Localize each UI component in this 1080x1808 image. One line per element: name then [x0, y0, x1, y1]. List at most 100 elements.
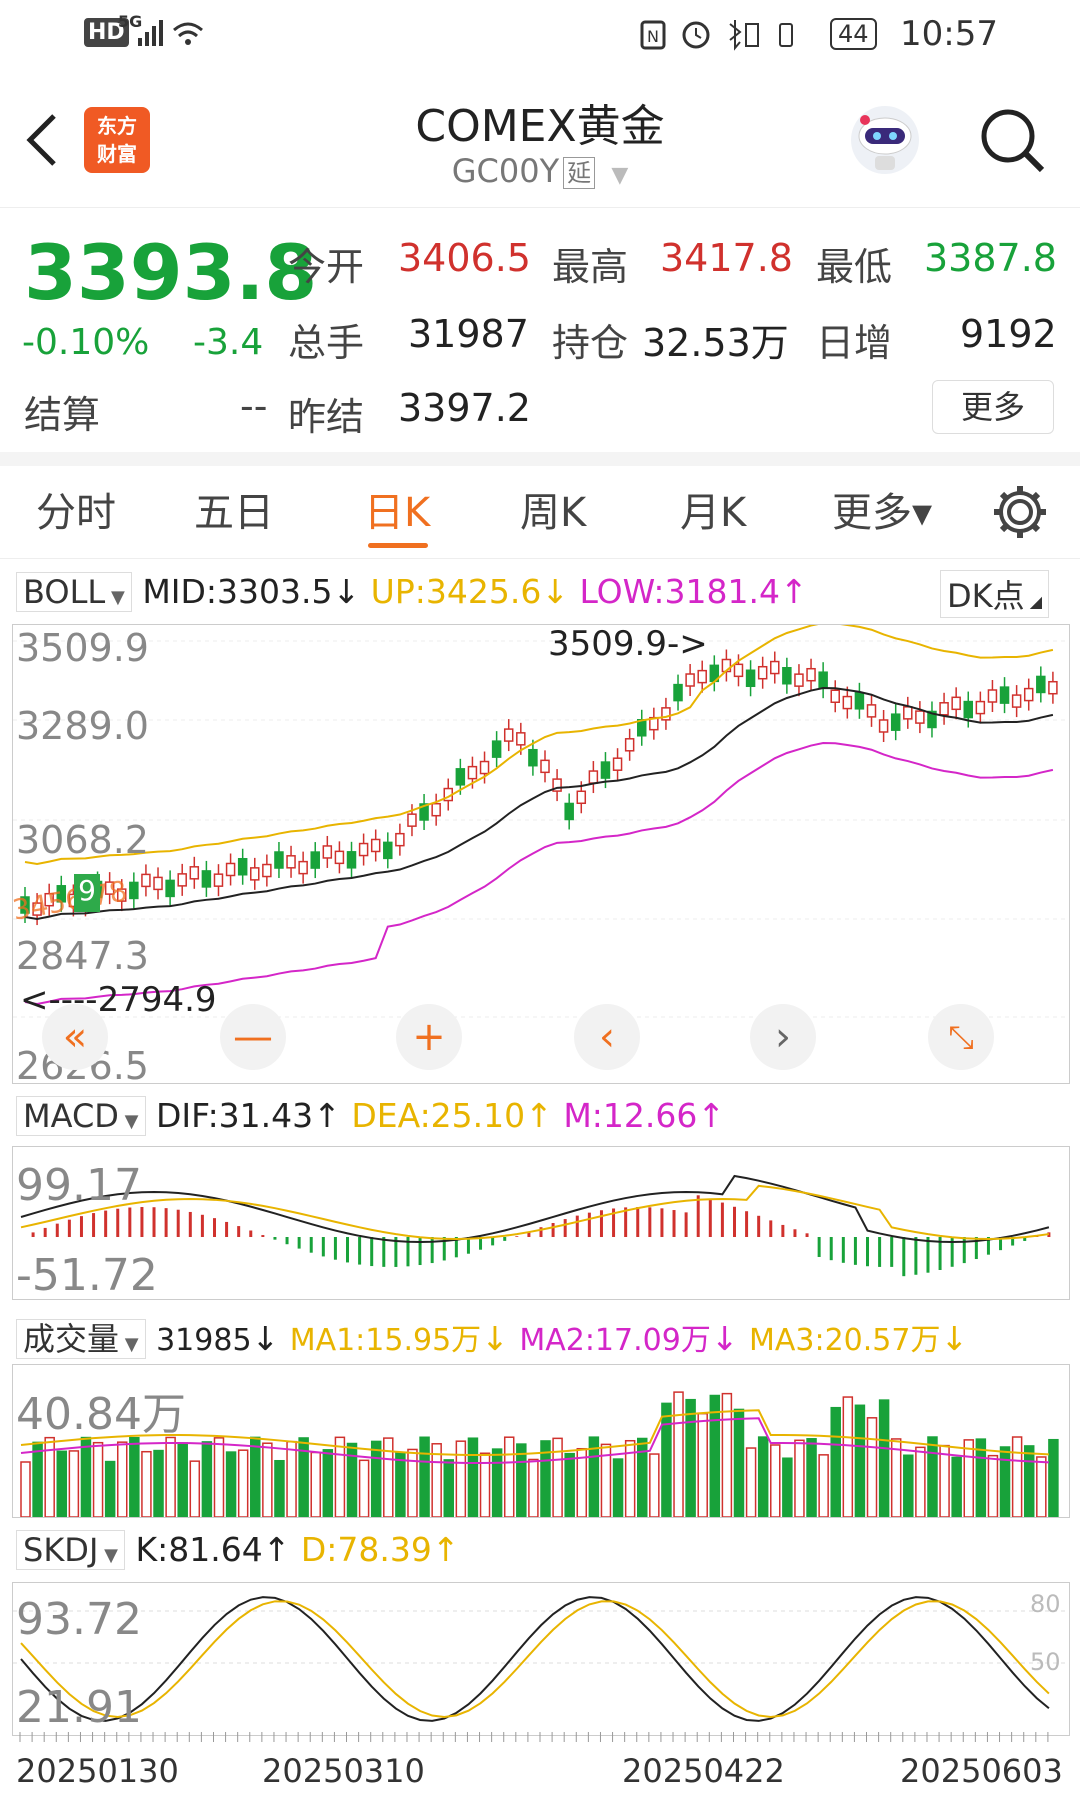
- volume-ma1: MA1:15.95万: [289, 1323, 482, 1358]
- volume-axis-top: 40.84万: [16, 1389, 186, 1440]
- volume-bar: [999, 1446, 1011, 1518]
- volume-value: 31985: [156, 1323, 252, 1358]
- skdj-selector[interactable]: SKDJ ▼: [16, 1530, 125, 1570]
- volume-bar: [951, 1456, 962, 1518]
- gear-icon[interactable]: [990, 482, 1050, 542]
- volume-bar: [806, 1438, 817, 1518]
- volume-bar: [358, 1459, 370, 1518]
- boll-low: LOW:3181.4: [579, 572, 780, 611]
- tab-monthly-k[interactable]: 月K: [680, 490, 747, 536]
- volume-bar: [68, 1450, 80, 1518]
- volume-bar: [552, 1437, 563, 1518]
- macd-chart[interactable]: [12, 1146, 1070, 1300]
- candle-body: [516, 732, 526, 746]
- more-button[interactable]: 更多: [932, 380, 1054, 434]
- volume-bar: [503, 1436, 515, 1518]
- candle-body: [661, 707, 671, 721]
- boll-lower-line: [24, 741, 1054, 1006]
- volume-bar: [939, 1444, 950, 1518]
- candle-body: [939, 702, 949, 716]
- delay-badge: 延: [563, 157, 596, 189]
- change-percent: -0.10%: [22, 322, 150, 363]
- volume-bar: [636, 1437, 648, 1518]
- contract-code[interactable]: GC00Y 延 ▼: [300, 152, 780, 190]
- volume-bar: [903, 1454, 914, 1518]
- date-label-4: 20250603: [900, 1752, 1063, 1790]
- boll-mid: MID:3303.5: [142, 572, 333, 611]
- volume-bar: [770, 1444, 781, 1518]
- tab-five-day[interactable]: 五日: [194, 490, 274, 536]
- fullscreen-icon[interactable]: ⤡: [928, 1004, 994, 1070]
- high-label: 最高: [552, 245, 629, 289]
- boll-selector[interactable]: BOLL ▼: [16, 572, 132, 612]
- candle-body: [782, 667, 792, 685]
- volume-bar: [757, 1436, 769, 1518]
- volume-bar: [177, 1442, 188, 1518]
- candle-body: [370, 838, 381, 853]
- candle-body: [358, 842, 369, 857]
- volume-bar: [395, 1452, 406, 1518]
- volume-bar: [1023, 1445, 1035, 1518]
- volume-bar: [612, 1458, 624, 1518]
- volume-bar: [225, 1451, 237, 1518]
- tab-weekly-k[interactable]: 周K: [520, 490, 587, 536]
- zoom-in-icon[interactable]: +: [396, 1004, 462, 1070]
- candle-body: [467, 765, 478, 780]
- volume-bar: [830, 1406, 841, 1518]
- volume-bar: [1011, 1436, 1023, 1518]
- candle-body: [213, 873, 224, 887]
- volume-selector[interactable]: 成交量 ▼: [16, 1319, 146, 1359]
- candle-body: [673, 683, 683, 702]
- volume-bar: [685, 1398, 696, 1518]
- candle-body: [104, 881, 115, 895]
- candle-body: [177, 873, 187, 887]
- skdj-chart[interactable]: [12, 1582, 1070, 1736]
- axis-label-2: 3289.0: [16, 704, 149, 748]
- volume-bar: [310, 1451, 321, 1518]
- logo-line2: 财富: [97, 142, 137, 166]
- down-arrow-icon: ↓: [251, 1319, 280, 1358]
- volume-bar: [661, 1402, 672, 1518]
- robot-assistant-icon[interactable]: [845, 100, 925, 180]
- volume-chart[interactable]: [12, 1364, 1070, 1518]
- tab-intraday[interactable]: 分时: [36, 490, 116, 536]
- high-value: 3417.8: [660, 236, 793, 280]
- tab-daily-k[interactable]: 日K: [364, 490, 431, 536]
- date-label-1: 20250130: [16, 1752, 179, 1790]
- dk-point-button[interactable]: DK点 ◢: [940, 570, 1050, 618]
- status-bar: HD 5G N 44 10:57: [0, 0, 1080, 72]
- volume-bar: [443, 1459, 455, 1518]
- macd-selector[interactable]: MACD ▼: [16, 1096, 146, 1136]
- down-arrow-icon: ↓: [332, 572, 361, 611]
- tab-more[interactable]: 更多▾: [832, 490, 933, 536]
- candle-body: [383, 841, 393, 860]
- macd-dif: DIF:31.43: [156, 1096, 314, 1135]
- volume-bar: [92, 1441, 104, 1518]
- next-icon[interactable]: ›: [750, 1004, 816, 1070]
- candle-body: [116, 888, 127, 902]
- volume-bar: [915, 1446, 926, 1518]
- skdj-d: D:78.39: [300, 1530, 432, 1569]
- volume-bar: [745, 1447, 757, 1518]
- skdj-axis-top: 93.72: [16, 1594, 142, 1645]
- boll-mid-line: [24, 686, 1054, 921]
- candle-body: [129, 881, 139, 900]
- candle-body: [600, 761, 611, 779]
- k-line: [20, 1596, 1050, 1722]
- daily-increase-label: 日增: [816, 321, 893, 365]
- axis-label-top: 3509.9: [16, 626, 149, 670]
- volume-bar: [370, 1440, 382, 1518]
- kline-chart[interactable]: [12, 621, 1070, 1084]
- down-arrow-icon: ↓: [541, 572, 569, 611]
- candle-body: [540, 759, 550, 774]
- previous-icon[interactable]: ‹: [574, 1004, 640, 1070]
- back-icon[interactable]: [22, 110, 62, 170]
- candle-body: [745, 669, 756, 688]
- search-icon[interactable]: [974, 102, 1054, 182]
- tab-divider: [0, 558, 1080, 559]
- candle-body: [588, 770, 599, 784]
- double-left-icon[interactable]: «: [42, 1004, 108, 1070]
- candle-body: [165, 879, 175, 898]
- zoom-out-icon[interactable]: —: [220, 1004, 286, 1070]
- prev-settle-value: 3397.2: [398, 386, 531, 430]
